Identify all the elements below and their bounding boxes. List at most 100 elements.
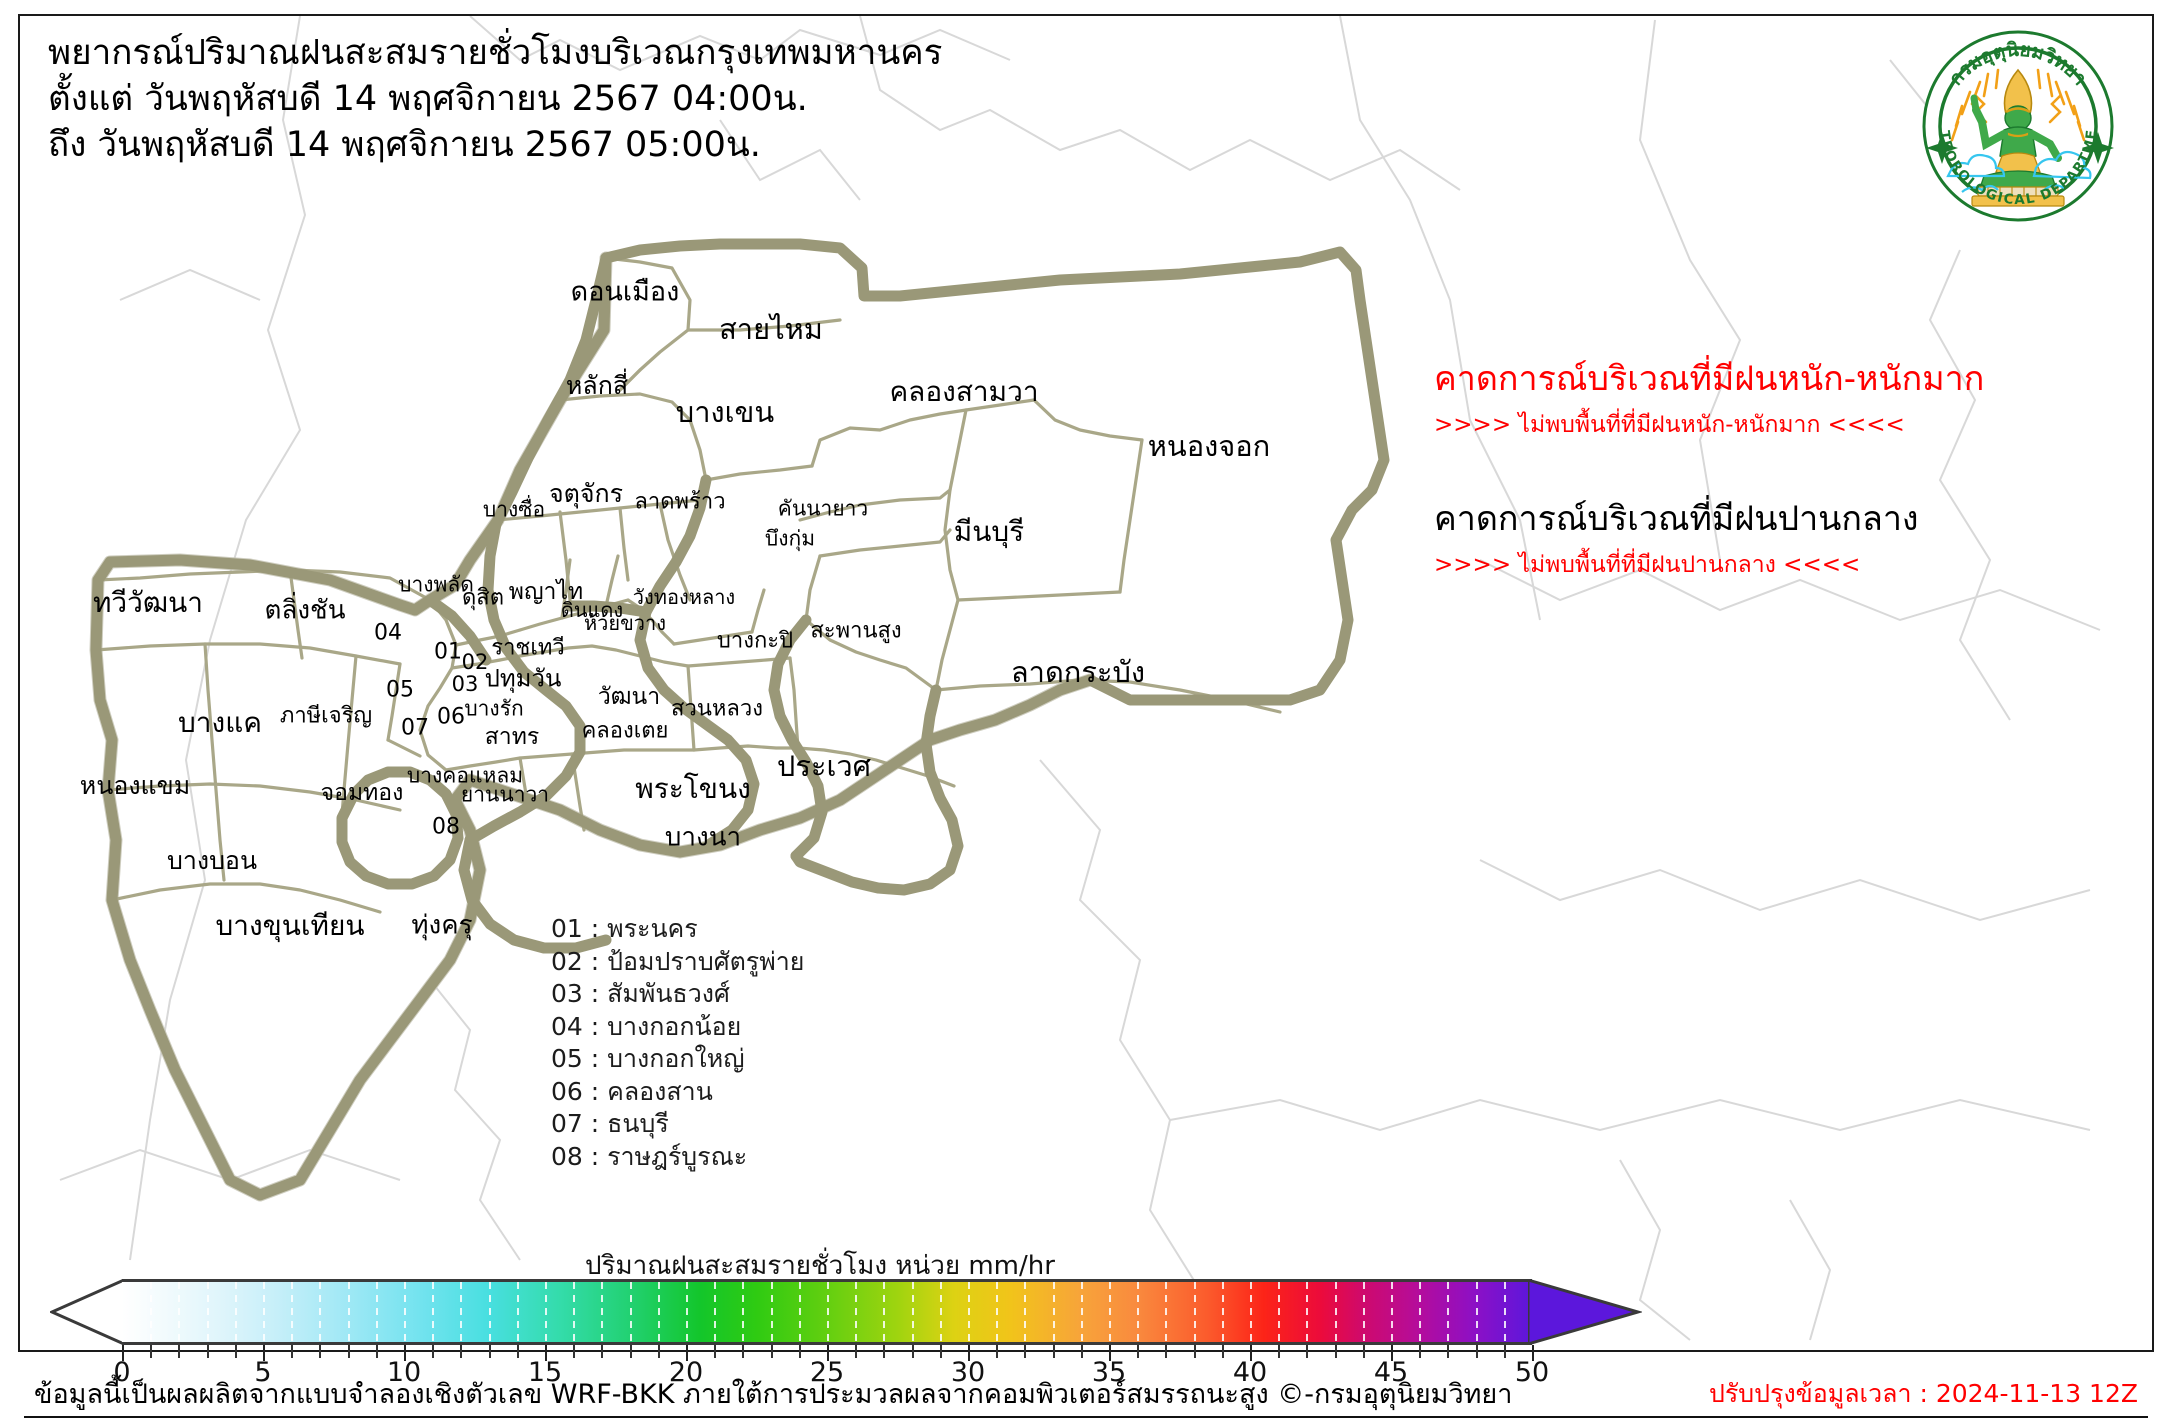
district-label: บางนา <box>664 822 742 853</box>
district-label: บางบอน <box>166 846 258 875</box>
district-label: คลองสามวา <box>889 375 1039 408</box>
colorbar-minor-separator <box>939 1282 942 1348</box>
district-label: หลักสี่ <box>565 371 629 400</box>
district-label: สวนหลวง <box>671 696 763 722</box>
district-label: สายไหม <box>719 312 823 346</box>
tmd-seal-logo: กรมอุตุนิยมวิทยา METEOROLOGICAL DEPARTME… <box>1918 26 2114 222</box>
colorbar-minor-separator <box>206 1282 209 1348</box>
colorbar-tick <box>1024 1345 1027 1358</box>
colorbar-minor-separator <box>263 1282 265 1348</box>
colorbar-tick <box>629 1345 632 1358</box>
district-label: 05 <box>386 677 414 703</box>
colorbar-minor-separator <box>1306 1282 1309 1348</box>
district-label: 06 <box>437 704 465 730</box>
colorbar-minor-separator <box>1137 1282 1140 1348</box>
page-border <box>18 14 2154 1352</box>
colorbar-ticks <box>122 1345 1534 1361</box>
district-label: ราชเทวี <box>491 635 565 661</box>
colorbar-minor-separator <box>968 1282 970 1348</box>
colorbar-tick <box>1165 1345 1168 1358</box>
colorbar-minor-separator <box>1250 1282 1252 1348</box>
colorbar-minor-separator <box>545 1282 547 1348</box>
colorbar-tick <box>742 1345 745 1358</box>
district-code-row: 01 : พระนคร <box>551 914 698 943</box>
district-label: บึงกุ่ม <box>764 526 816 551</box>
colorbar-tick <box>855 1345 858 1358</box>
district-code-row: 08 : ราษฎร์บูรณะ <box>551 1141 748 1171</box>
colorbar-tick-label: 0 <box>113 1357 131 1388</box>
district-label: ลาดพร้าว <box>634 489 726 515</box>
colorbar-minor-separator <box>375 1282 378 1348</box>
district-code-row: 06 : คลองสาน <box>551 1076 713 1106</box>
colorbar-minor-separator <box>883 1282 886 1348</box>
colorbar-minor-separator <box>1165 1282 1168 1348</box>
colorbar-tick <box>714 1345 717 1358</box>
colorbar-tick <box>1080 1345 1083 1358</box>
colorbar-minor-separator <box>629 1282 632 1348</box>
district-label: ทุ่งครุ <box>411 910 473 941</box>
district-label: มีนบุรี <box>953 515 1025 548</box>
colorbar-tick <box>1109 1345 1111 1361</box>
moderate-rain-heading: คาดการณ์บริเวณที่มีฝนปานกลาง <box>1434 499 1919 540</box>
colorbar-minor-separator <box>1447 1282 1450 1348</box>
moderate-rain-value: >>>> ไม่พบพื้นที่ที่มีฝนปานกลาง <<<< <box>1434 551 1861 578</box>
district-code-row: 04 : บางกอกน้อย <box>551 1011 742 1041</box>
colorbar-tick <box>488 1345 491 1358</box>
district-label: พระโขนง <box>635 772 751 805</box>
district-label: ห้วยขวาง <box>583 611 667 635</box>
colorbar-tick <box>150 1345 153 1358</box>
district-label: วัฒนา <box>597 684 661 710</box>
district-label: บางเขน <box>675 395 775 429</box>
district-label: หนองจอก <box>1147 429 1271 463</box>
footer-divider <box>24 1416 2148 1418</box>
footer-updated-time: ปรับปรุงข้อมูลเวลา : 2024-11-13 12Z <box>1708 1379 2138 1408</box>
district-code-row: 07 : ธนบุรี <box>551 1109 669 1138</box>
colorbar-tick-label: 20 <box>668 1357 704 1388</box>
colorbar-minor-separator <box>432 1282 435 1348</box>
colorbar-tick-label: 30 <box>950 1357 986 1388</box>
colorbar-tick <box>1391 1345 1393 1361</box>
colorbar-minor-separator <box>1419 1282 1422 1348</box>
district-label: ตลิ่งชัน <box>264 595 346 626</box>
colorbar-tick <box>234 1345 237 1358</box>
colorbar-tick <box>657 1345 660 1358</box>
colorbar-minor-separator <box>516 1282 519 1348</box>
colorbar-body <box>50 1279 1642 1348</box>
colorbar-tick-label: 45 <box>1373 1357 1409 1388</box>
colorbar-tick-labels: 0 5 10 15 20 25 30 35 40 45 50 <box>113 1357 1549 1401</box>
heavy-rain-value: >>>> ไม่พบพื้นที่ที่มีฝนหนัก-หนักมาก <<<… <box>1434 411 1905 438</box>
district-label: ทวีวัฒนา <box>92 586 204 619</box>
colorbar-minor-separator <box>770 1282 773 1348</box>
colorbar-tick <box>573 1345 576 1358</box>
district-code-legend: 01 : พระนคร 02 : ป้อมปราบศัตรูพ่าย 03 : สั… <box>551 913 804 1173</box>
colorbar-minor-separator <box>488 1282 491 1348</box>
district-label: 03 <box>451 672 479 696</box>
colorbar-minor-separator <box>347 1282 350 1348</box>
district-label: คลองเตย <box>581 718 669 744</box>
title-block: พยากรณ์ปริมาณฝนสะสมรายชั่วโมงบริเวณกรุงเ… <box>48 30 942 169</box>
district-label: 07 <box>401 715 429 741</box>
colorbar-tick-label: 50 <box>1514 1357 1550 1388</box>
colorbar-tick <box>263 1345 265 1361</box>
district-label: บางกะปิ <box>716 628 794 654</box>
colorbar-left-cap <box>50 1279 124 1345</box>
district-label: คันนายาว <box>777 496 869 521</box>
colorbar-tick <box>178 1345 181 1358</box>
district-label: ดินแดง <box>560 598 624 622</box>
title-line-1: พยากรณ์ปริมาณฝนสะสมรายชั่วโมงบริเวณกรุงเ… <box>48 33 943 73</box>
colorbar-tick-label: 35 <box>1091 1357 1127 1388</box>
district-label: ดอนเมือง <box>570 276 680 308</box>
colorbar-minor-separator <box>1362 1282 1365 1348</box>
district-label: จตุจักร <box>548 479 624 508</box>
title-line-3: ถึง วันพฤหัสบดี 14 พฤศจิกายน 2567 05:00น… <box>48 125 761 166</box>
colorbar-tick-label: 15 <box>527 1357 563 1388</box>
colorbar-tick <box>347 1345 350 1358</box>
colorbar-minor-separator <box>855 1282 858 1348</box>
colorbar-tick <box>601 1345 604 1358</box>
colorbar-tick <box>1193 1345 1196 1358</box>
colorbar-minor-separator <box>291 1282 294 1348</box>
district-label: หนองแขม <box>79 771 191 800</box>
colorbar-minor-separator <box>573 1282 576 1348</box>
colorbar-minor-separator <box>1278 1282 1281 1348</box>
colorbar-tick <box>686 1345 688 1361</box>
